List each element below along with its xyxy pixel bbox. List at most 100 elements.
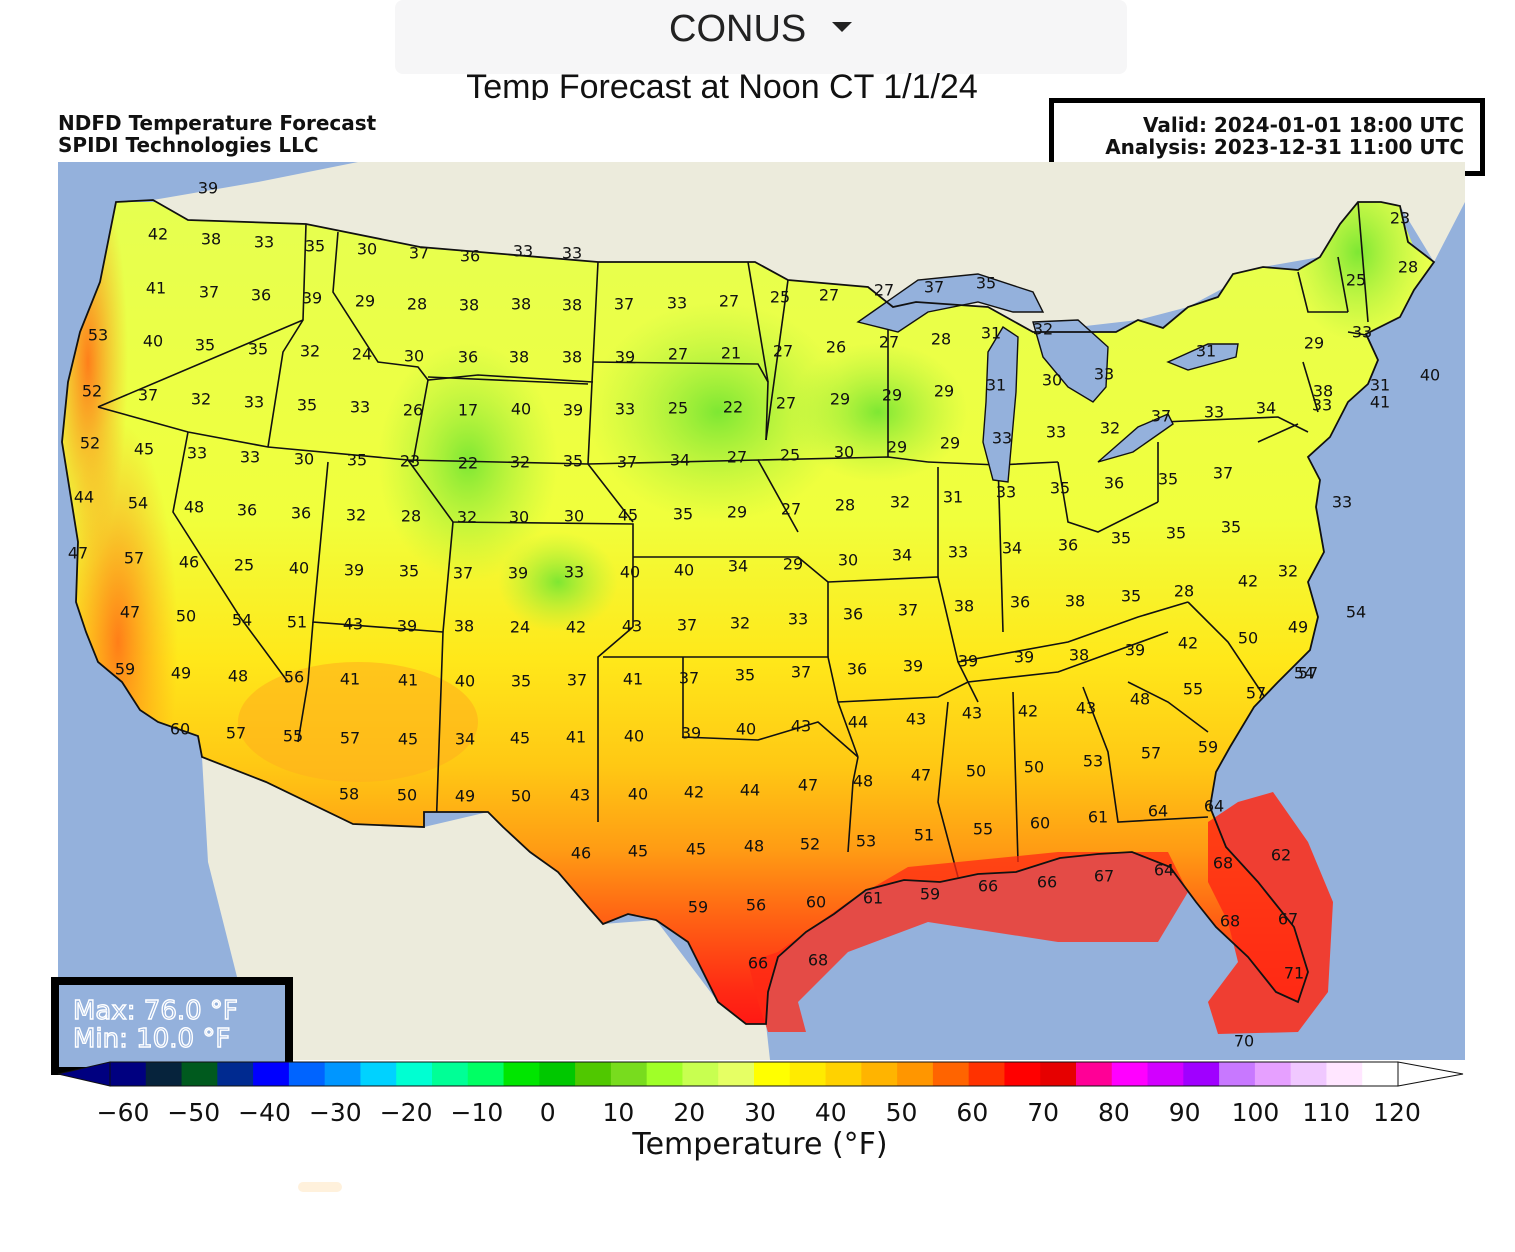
station-value: 38	[954, 597, 974, 616]
station-value: 32	[1100, 419, 1120, 438]
station-value: 25	[780, 446, 800, 465]
colorbar-swatch	[1147, 1062, 1184, 1086]
station-value: 37	[199, 283, 219, 302]
station-value: 43	[791, 717, 811, 736]
station-value: 32	[730, 614, 750, 633]
station-value: 33	[513, 242, 533, 261]
station-value: 40	[511, 400, 531, 419]
colorbar-swatch	[1004, 1062, 1041, 1086]
colorbar-swatch	[1290, 1062, 1327, 1086]
station-value: 57	[340, 729, 360, 748]
region-selector-bar[interactable]	[395, 0, 1127, 74]
colorbar-swatch	[324, 1062, 361, 1086]
colorbar-swatch	[1076, 1062, 1113, 1086]
station-value: 45	[628, 842, 648, 861]
colorbar-swatch	[1362, 1062, 1399, 1086]
station-value: 39	[563, 401, 583, 420]
colorbar-swatch	[253, 1062, 290, 1086]
station-value: 48	[853, 772, 873, 791]
colorbar-tick-label: 90	[1168, 1098, 1201, 1127]
station-value: 59	[688, 898, 708, 917]
station-value: 42	[684, 783, 704, 802]
station-value: 38	[1065, 592, 1085, 611]
station-value: 28	[407, 295, 427, 314]
station-value: 30	[834, 443, 854, 462]
station-value: 32	[191, 390, 211, 409]
station-value: 29	[1304, 334, 1324, 353]
colorbar-swatch	[467, 1062, 505, 1086]
station-value: 26	[826, 338, 846, 357]
station-value: 28	[835, 496, 855, 515]
colorbar-tick-label: 50	[885, 1098, 918, 1127]
station-value: 38	[562, 296, 582, 315]
station-value: 59	[115, 660, 135, 679]
station-value: 31	[986, 376, 1006, 395]
station-value: 43	[343, 615, 363, 634]
station-value: 36	[291, 504, 311, 523]
station-value: 61	[1088, 808, 1108, 827]
region-selector[interactable]: CONUS	[669, 8, 807, 50]
station-value: 39	[198, 179, 218, 198]
station-value: 33	[240, 448, 260, 467]
station-value: 48	[744, 837, 764, 856]
colorbar-tick-label: −30	[308, 1098, 362, 1127]
colorbar-tick-label: 100	[1231, 1098, 1280, 1127]
station-value: 45	[398, 730, 418, 749]
station-value: 50	[176, 607, 196, 626]
station-value: 33	[948, 543, 968, 562]
station-value: 47	[798, 776, 818, 795]
station-value: 67	[1278, 910, 1298, 929]
station-value: 35	[563, 452, 583, 471]
min-value: Min: 10.0 °F	[72, 1024, 231, 1054]
station-value: 27	[879, 333, 899, 352]
station-value: 57	[1246, 684, 1266, 703]
station-value: 39	[615, 348, 635, 367]
station-value: 70	[1234, 1032, 1254, 1051]
station-value: 33	[996, 483, 1016, 502]
station-value: 34	[455, 730, 475, 749]
station-value: 56	[746, 896, 766, 915]
station-value: 37	[138, 386, 158, 405]
page-title: Temp Forecast at Noon CT 1/1/24	[466, 68, 978, 106]
station-value: 53	[856, 832, 876, 851]
station-value: 29	[727, 503, 747, 522]
station-value: 37	[453, 564, 473, 583]
station-value: 30	[838, 551, 858, 570]
station-value: 41	[146, 279, 166, 298]
colorbar-swatch	[718, 1062, 755, 1086]
station-value: 33	[562, 244, 582, 263]
station-value: 34	[1002, 539, 1022, 558]
station-value: 33	[615, 400, 635, 419]
caret-down-icon[interactable]	[832, 22, 852, 32]
canada-land	[153, 162, 1465, 332]
station-value: 38	[454, 617, 474, 636]
station-value: 50	[1024, 758, 1044, 777]
station-value: 56	[284, 668, 304, 687]
station-value: 36	[843, 605, 863, 624]
station-value: 68	[808, 951, 828, 970]
station-value: 71	[1284, 964, 1304, 983]
station-value: 64	[1204, 797, 1224, 816]
station-value-layer: 39 42 38 33 35 30 37 36 33 33 41 37 36 39 29 28 38 38 38 37…	[68, 179, 1440, 1051]
colorbar-swatch	[968, 1062, 1005, 1086]
station-value: 39	[397, 617, 417, 636]
station-value: 66	[748, 954, 768, 973]
station-value: 24	[510, 618, 530, 637]
station-value: 42	[1178, 634, 1198, 653]
station-value: 36	[460, 247, 480, 266]
station-value: 44	[740, 781, 760, 800]
station-value: 40	[736, 720, 756, 739]
station-value: 37	[567, 671, 587, 690]
colorbar-swatch	[1219, 1062, 1256, 1086]
colorbar-under-arrow	[57, 1061, 111, 1087]
station-value: 57	[1298, 664, 1318, 683]
station-value: 27	[773, 342, 793, 361]
colorbar-tick-label: 120	[1373, 1098, 1421, 1127]
station-value: 30	[564, 507, 584, 526]
colorbar-swatch	[646, 1062, 683, 1086]
station-value: 33	[244, 393, 264, 412]
station-value: 25	[668, 399, 688, 418]
station-value: 28	[1398, 258, 1418, 277]
valid-time: Valid: 2024-01-01 18:00 UTC	[1143, 113, 1464, 137]
station-value: 29	[934, 382, 954, 401]
